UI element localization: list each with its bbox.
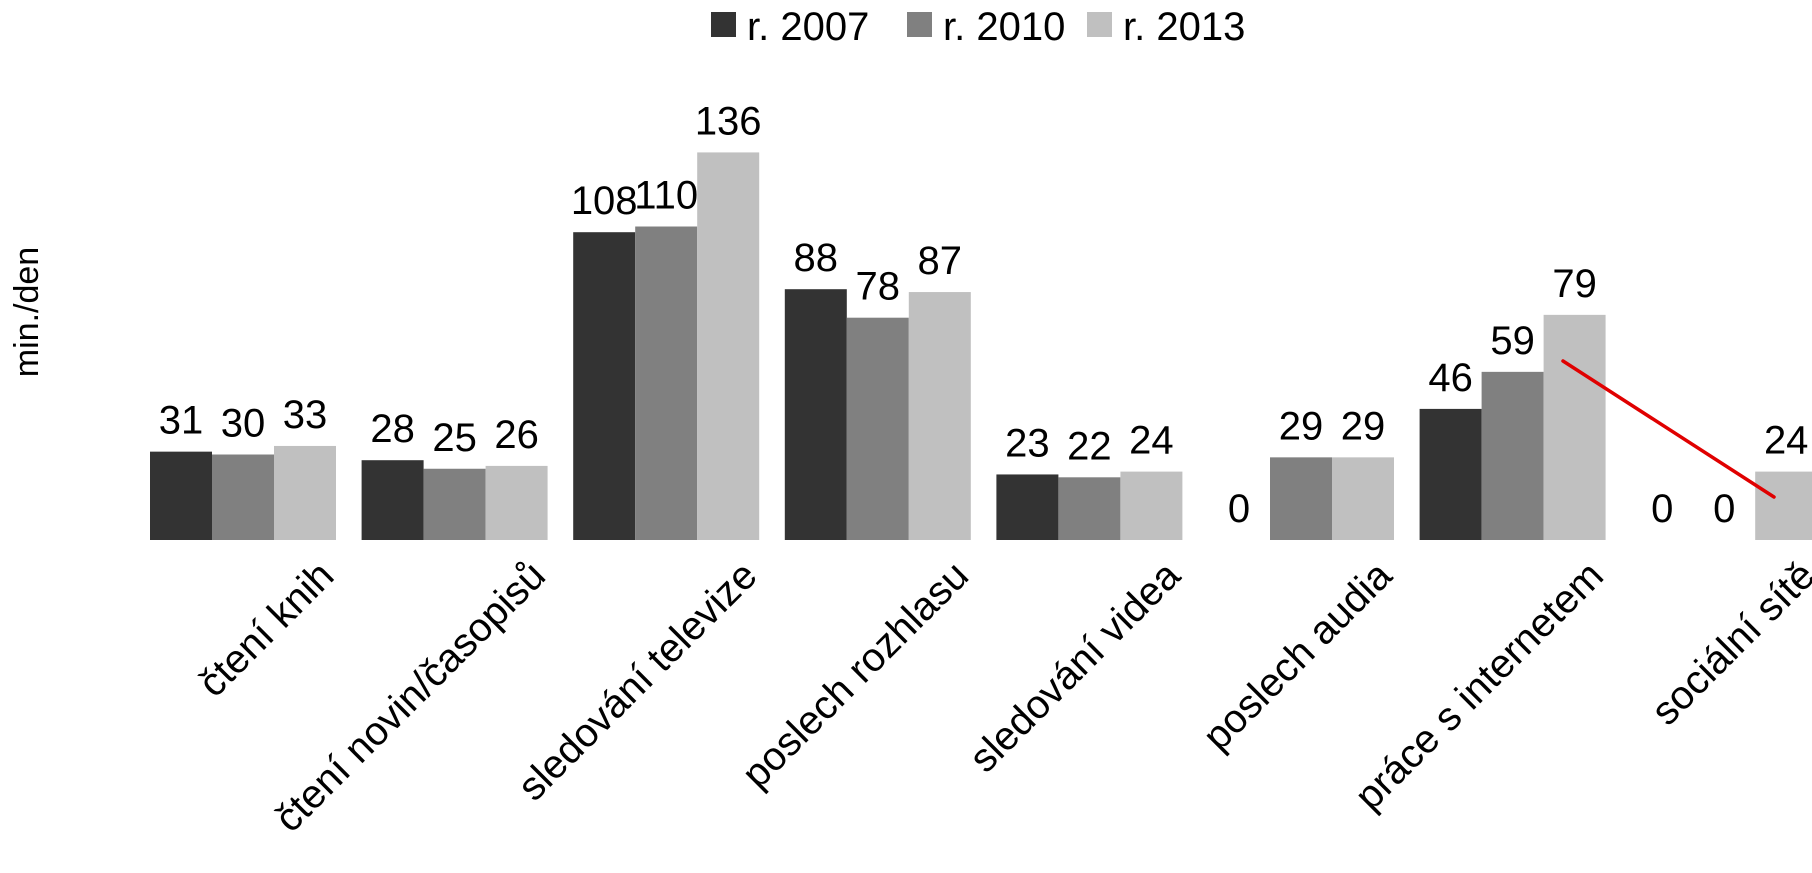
data-label-poslech-audia-r-2007: 0 — [1228, 487, 1250, 531]
data-label-cteni-knih-r-2010: 30 — [221, 402, 266, 446]
data-label-cteni-knih-r-2007: 31 — [159, 399, 204, 443]
bars — [150, 152, 1812, 540]
red-trend-line — [1561, 359, 1776, 499]
data-label-cteni-knih-r-2013: 33 — [283, 393, 328, 437]
legend-swatch-r-2007 — [711, 12, 736, 37]
bar-prace-s-internetem-r-2013 — [1543, 314, 1606, 540]
legend: r. 2007 r. 2010 r. 2013 — [711, 5, 1245, 49]
data-label-cteni-novin-casopisu-r-2013: 26 — [494, 413, 539, 457]
bar-cteni-knih-r-2010 — [212, 454, 274, 540]
bar-poslech-rozhlasu-r-2010 — [846, 317, 909, 540]
bar-cteni-knih-r-2013 — [274, 445, 336, 540]
y-axis-title: min./den — [8, 247, 46, 377]
data-label-sledovani-televize-r-2007: 108 — [571, 179, 638, 223]
data-label-sledovani-videa-r-2010: 22 — [1067, 424, 1112, 468]
bar-sledovani-televize-r-2007 — [573, 232, 636, 540]
data-label-prace-s-internetem-r-2013: 79 — [1552, 262, 1597, 306]
bar-prace-s-internetem-r-2007 — [1419, 408, 1482, 540]
legend-label-r-2013: r. 2013 — [1123, 5, 1245, 49]
data-label-poslech-rozhlasu-r-2013: 87 — [918, 239, 963, 283]
data-label-socialni-site-r-2007: 0 — [1651, 487, 1673, 531]
data-label-socialni-site-r-2013: 24 — [1764, 419, 1809, 463]
legend-label-r-2007: r. 2007 — [747, 5, 869, 49]
category-label-poslech-rozhlasu: poslech rozhlasu — [734, 553, 977, 796]
data-label-socialni-site-r-2010: 0 — [1713, 487, 1735, 531]
bar-sledovani-videa-r-2007 — [996, 474, 1059, 540]
bar-poslech-audia-r-2013 — [1332, 457, 1394, 540]
bar-prace-s-internetem-r-2010 — [1481, 371, 1544, 540]
data-label-poslech-rozhlasu-r-2010: 78 — [856, 265, 901, 309]
legend-swatch-r-2010 — [907, 12, 932, 37]
data-label-poslech-audia-r-2013: 29 — [1341, 404, 1386, 448]
data-label-sledovani-videa-r-2013: 24 — [1129, 419, 1174, 463]
legend-swatch-r-2013 — [1087, 12, 1112, 37]
data-label-sledovani-televize-r-2010: 110 — [634, 174, 698, 218]
category-label-socialni-site: sociální sítě — [1643, 553, 1812, 733]
data-label-sledovani-televize-r-2013: 136 — [695, 99, 762, 143]
bar-socialni-site-r-2013 — [1755, 471, 1812, 540]
data-label-sledovani-videa-r-2007: 23 — [1005, 421, 1050, 465]
bar-sledovani-televize-r-2013 — [697, 152, 760, 540]
legend-label-r-2010: r. 2010 — [943, 5, 1065, 49]
bar-poslech-rozhlasu-r-2013 — [908, 292, 971, 540]
category-label-poslech-audia: poslech audia — [1195, 553, 1401, 759]
data-label-cteni-novin-casopisu-r-2010: 25 — [432, 416, 477, 460]
data-label-prace-s-internetem-r-2010: 59 — [1490, 319, 1535, 363]
category-label-cteni-knih: čtení knih — [190, 553, 342, 705]
category-label-sledovani-televize: sledování televize — [510, 553, 766, 809]
bar-poslech-rozhlasu-r-2007 — [784, 289, 847, 540]
data-label-poslech-audia-r-2010: 29 — [1279, 404, 1324, 448]
bar-cteni-novin-casopisu-r-2010 — [423, 468, 486, 540]
category-label-sledovani-videa: sledování videa — [961, 553, 1189, 781]
bar-cteni-novin-casopisu-r-2007 — [361, 460, 424, 540]
data-label-prace-s-internetem-r-2007: 46 — [1428, 356, 1473, 400]
bar-sledovani-televize-r-2010 — [635, 226, 698, 540]
data-label-cteni-novin-casopisu-r-2007: 28 — [370, 407, 415, 451]
data-label-poslech-rozhlasu-r-2007: 88 — [794, 236, 839, 280]
bar-poslech-audia-r-2010 — [1270, 457, 1332, 540]
bar-cteni-novin-casopisu-r-2013 — [485, 465, 548, 540]
bar-sledovani-videa-r-2010 — [1058, 477, 1121, 540]
bar-sledovani-videa-r-2013 — [1120, 471, 1183, 540]
bar-cteni-knih-r-2007 — [150, 451, 212, 540]
